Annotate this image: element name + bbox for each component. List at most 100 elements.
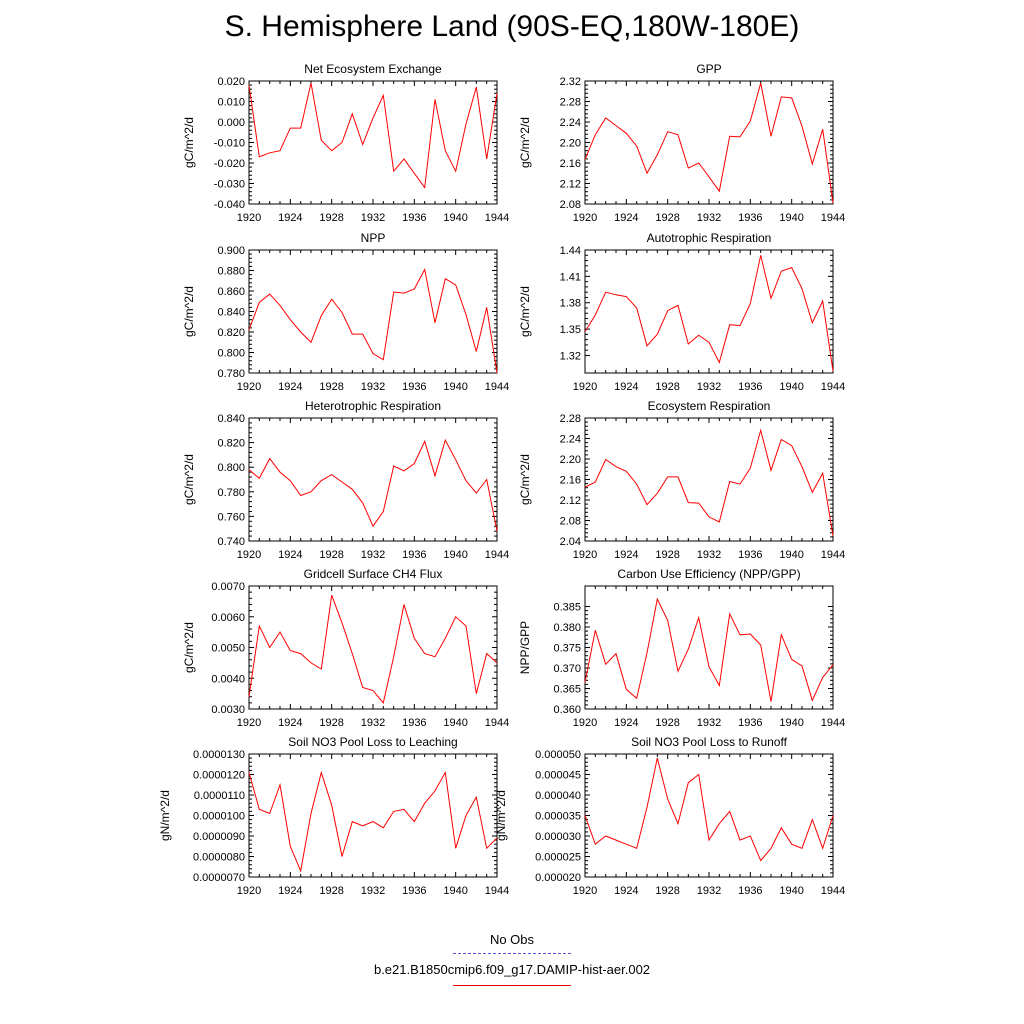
panel-gridcell-surface-ch4-flux: Gridcell Surface CH4 Flux gC/m^2/d 1920 192… bbox=[182, 567, 509, 729]
plot-frame bbox=[584, 585, 834, 710]
y-axis-label: NPP/GPP bbox=[518, 621, 532, 674]
y-tick-label: 0.820 bbox=[217, 438, 245, 450]
x-tick-label: 1932 bbox=[697, 717, 721, 729]
panel-npp: NPP gC/m^2/d 1920 1924 1928 1932 1936 1940 1944 0… bbox=[182, 231, 509, 393]
y-tick-label: 2.32 bbox=[560, 76, 581, 88]
x-tick-label: 1932 bbox=[697, 549, 721, 561]
y-tick-label: 2.04 bbox=[560, 536, 581, 548]
x-tick-label: 1920 bbox=[237, 717, 261, 729]
y-tick-label: 0.0000090 bbox=[193, 831, 245, 843]
y-tick-label: 0.010 bbox=[217, 97, 245, 109]
y-tick-label: 1.35 bbox=[560, 324, 581, 336]
y-tick-label: 0.000050 bbox=[535, 749, 581, 761]
x-tick-label: 1936 bbox=[738, 381, 762, 393]
x-tick-label: 1944 bbox=[485, 717, 509, 729]
series-line bbox=[248, 438, 498, 532]
x-tick-label: 1940 bbox=[443, 717, 467, 729]
y-tick-label: -0.040 bbox=[214, 199, 245, 211]
series-line bbox=[584, 255, 834, 372]
x-tick-label: 1928 bbox=[319, 381, 343, 393]
y-axis-label: gC/m^2/d bbox=[182, 286, 196, 337]
y-tick-label: 0.000025 bbox=[535, 852, 581, 864]
y-tick-label: 0.800 bbox=[217, 348, 245, 360]
y-tick-label: 0.900 bbox=[217, 245, 245, 257]
y-axis-label: gC/m^2/d bbox=[182, 622, 196, 673]
y-tick-label: 0.000030 bbox=[535, 831, 581, 843]
legend-swatch-model bbox=[453, 985, 571, 986]
y-tick-label: 0.000020 bbox=[535, 872, 581, 884]
y-tick-label: 1.32 bbox=[560, 350, 581, 362]
y-tick-label: 0.800 bbox=[217, 462, 245, 474]
y-tick-label: 0.840 bbox=[217, 307, 245, 319]
plot-frame bbox=[584, 417, 834, 542]
x-tick-label: 1932 bbox=[361, 885, 385, 897]
x-tick-label: 1920 bbox=[573, 717, 597, 729]
legend-swatch-obs bbox=[453, 953, 571, 954]
x-tick-label: 1924 bbox=[614, 549, 638, 561]
x-tick-label: 1920 bbox=[573, 212, 597, 224]
x-tick-label: 1940 bbox=[779, 549, 803, 561]
x-tick-label: 1936 bbox=[402, 381, 426, 393]
x-tick-label: 1924 bbox=[278, 717, 302, 729]
y-tick-label: 0.0000100 bbox=[193, 811, 245, 823]
x-tick-label: 1924 bbox=[614, 717, 638, 729]
y-tick-label: 0.000035 bbox=[535, 811, 581, 823]
y-tick-label: 2.12 bbox=[560, 495, 581, 507]
y-tick-label: 2.12 bbox=[560, 179, 581, 191]
x-tick-label: 1944 bbox=[821, 212, 845, 224]
series-line bbox=[584, 82, 834, 204]
x-tick-label: 1920 bbox=[237, 549, 261, 561]
y-tick-label: 0.375 bbox=[553, 643, 581, 655]
y-tick-label: 0.860 bbox=[217, 286, 245, 298]
x-tick-label: 1940 bbox=[443, 212, 467, 224]
x-tick-label: 1928 bbox=[319, 885, 343, 897]
y-tick-label: 0.0050 bbox=[211, 643, 245, 655]
x-tick-label: 1940 bbox=[779, 381, 803, 393]
legend-label-obs: No Obs bbox=[489, 932, 535, 947]
y-tick-label: 0.000 bbox=[217, 117, 245, 129]
y-tick-label: 2.08 bbox=[560, 199, 581, 211]
x-tick-label: 1936 bbox=[402, 885, 426, 897]
x-tick-label: 1928 bbox=[655, 549, 679, 561]
x-tick-label: 1944 bbox=[821, 885, 845, 897]
y-tick-label: 0.0040 bbox=[211, 673, 245, 685]
x-tick-label: 1944 bbox=[821, 549, 845, 561]
panel-soil-no3-pool-loss-to-leaching: Soil NO3 Pool Loss to Leaching gN/m^2/d 19… bbox=[158, 735, 509, 897]
x-tick-label: 1928 bbox=[655, 381, 679, 393]
x-tick-label: 1920 bbox=[237, 212, 261, 224]
x-tick-label: 1928 bbox=[319, 549, 343, 561]
y-tick-label: 0.360 bbox=[553, 704, 581, 716]
y-axis-label: gC/m^2/d bbox=[182, 454, 196, 505]
y-axis-label: gN/m^2/d bbox=[494, 790, 508, 841]
series-line bbox=[248, 770, 498, 873]
x-tick-label: 1932 bbox=[361, 212, 385, 224]
panel-title: Gridcell Surface CH4 Flux bbox=[304, 567, 443, 581]
x-tick-label: 1928 bbox=[319, 717, 343, 729]
x-tick-label: 1924 bbox=[614, 381, 638, 393]
y-tick-label: 0.0000130 bbox=[193, 749, 245, 761]
panel-title: Autotrophic Respiration bbox=[647, 231, 772, 245]
series-line bbox=[248, 82, 498, 189]
y-tick-label: 0.380 bbox=[553, 622, 581, 634]
y-tick-label: 0.840 bbox=[217, 413, 245, 425]
x-tick-label: 1944 bbox=[821, 717, 845, 729]
y-tick-label: 2.08 bbox=[560, 516, 581, 528]
y-tick-label: -0.010 bbox=[214, 138, 245, 150]
x-tick-label: 1920 bbox=[573, 381, 597, 393]
x-tick-label: 1928 bbox=[655, 212, 679, 224]
y-tick-label: 0.0000070 bbox=[193, 872, 245, 884]
y-tick-label: 1.44 bbox=[560, 245, 581, 257]
x-tick-label: 1940 bbox=[779, 212, 803, 224]
panel-autotrophic-respiration: Autotrophic Respiration gC/m^2/d 1920 1924 1… bbox=[518, 231, 845, 393]
legend-item-obs: No Obs bbox=[0, 932, 1024, 954]
panel-title: Soil NO3 Pool Loss to Runoff bbox=[631, 735, 788, 749]
x-tick-label: 1936 bbox=[402, 717, 426, 729]
x-tick-label: 1932 bbox=[361, 549, 385, 561]
x-tick-label: 1944 bbox=[485, 549, 509, 561]
y-tick-label: -0.030 bbox=[214, 179, 245, 191]
y-tick-label: 2.24 bbox=[560, 117, 581, 129]
y-tick-label: 0.780 bbox=[217, 368, 245, 380]
y-tick-label: 2.28 bbox=[560, 413, 581, 425]
